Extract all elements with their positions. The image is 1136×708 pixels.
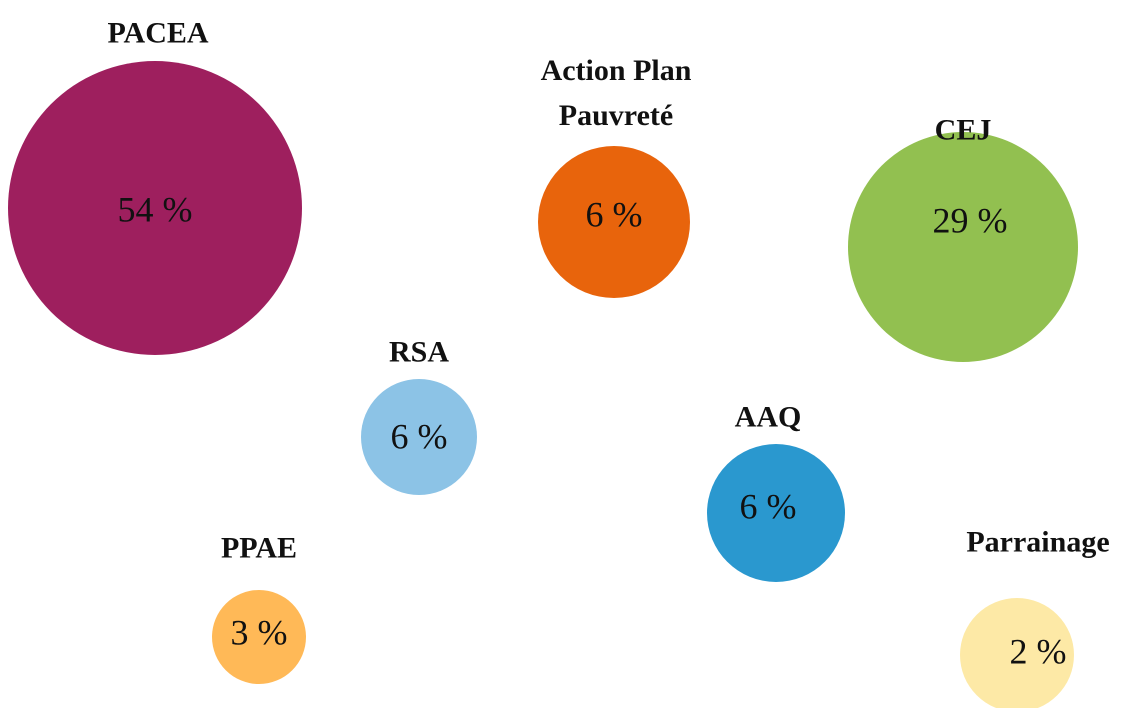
bubble <box>538 146 690 298</box>
category-label: Action Plan Pauvreté <box>540 54 692 132</box>
value-label: 2 % <box>1010 631 1067 671</box>
category-label: AAQ <box>734 400 802 434</box>
bubble <box>361 379 477 495</box>
category-label: PACEA <box>107 16 209 50</box>
bubble <box>848 132 1078 362</box>
value-label: 6 % <box>391 416 448 456</box>
category-label: Parrainage <box>966 525 1110 559</box>
value-label: 3 % <box>231 612 288 652</box>
bubble <box>707 444 845 582</box>
bubble <box>960 598 1074 708</box>
category-label: RSA <box>388 335 449 369</box>
category-label: PPAE <box>220 531 298 565</box>
value-label: 29 % <box>933 200 1008 240</box>
bubble <box>212 590 306 684</box>
value-label: 6 % <box>586 194 643 234</box>
value-label: 6 % <box>740 486 797 526</box>
value-label: 54 % <box>118 189 193 229</box>
category-label: CEJ <box>934 113 992 147</box>
bubble <box>8 61 302 355</box>
